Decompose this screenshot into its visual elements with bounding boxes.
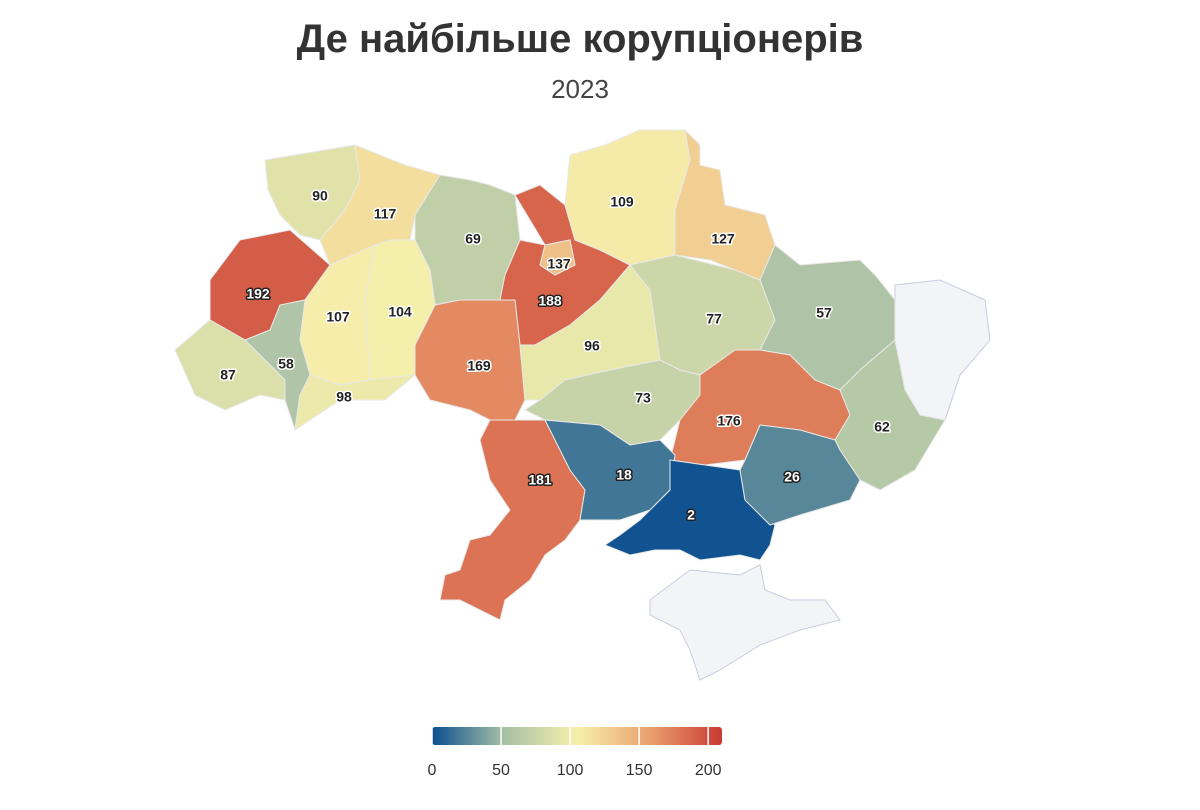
region-value-label: 181: [528, 472, 552, 488]
region-value-label: 192: [246, 286, 270, 302]
region-value-label: 2: [687, 507, 695, 523]
region-value-label: 58: [278, 356, 294, 372]
region-value-label: 98: [336, 389, 352, 405]
region: [294, 374, 417, 432]
subtitle: 2023: [551, 74, 609, 104]
region-value-label: 69: [465, 231, 481, 247]
region: [539, 239, 576, 276]
region-value-label: 87: [220, 367, 236, 383]
region-value-label: 18: [616, 467, 632, 483]
region-value-label: 127: [711, 231, 735, 247]
region-value-label: 104: [388, 304, 412, 320]
colorbar-tick-label: 200: [695, 762, 722, 779]
region-value-label: 73: [635, 390, 651, 406]
region-value-label: 117: [374, 206, 397, 222]
region-value-label: 188: [538, 293, 562, 309]
region-value-label: 57: [816, 305, 832, 321]
region-value-label: 109: [610, 194, 634, 210]
region: [674, 128, 776, 281]
title: Де найбільше корупціонерів: [297, 17, 864, 61]
region-value-label: 176: [717, 413, 741, 429]
region: [739, 424, 861, 526]
region-value-label: 96: [584, 338, 600, 354]
colorbar-tick-label: 150: [626, 762, 653, 779]
region-value-label: 107: [326, 309, 350, 325]
region-value-label: 169: [467, 358, 491, 374]
region-value-label: 90: [312, 188, 328, 204]
colorbar-tick-label: 100: [557, 762, 584, 779]
region-value-label: 26: [784, 469, 800, 485]
colorbar: [432, 727, 722, 745]
colorbar-tick-label: 50: [492, 762, 510, 779]
region-value-label: 77: [706, 311, 722, 327]
region-no-data: [649, 564, 841, 681]
region-value-label: 137: [547, 256, 571, 272]
colorbar-tick-label: 0: [428, 762, 437, 779]
region-value-label: 62: [874, 419, 890, 435]
